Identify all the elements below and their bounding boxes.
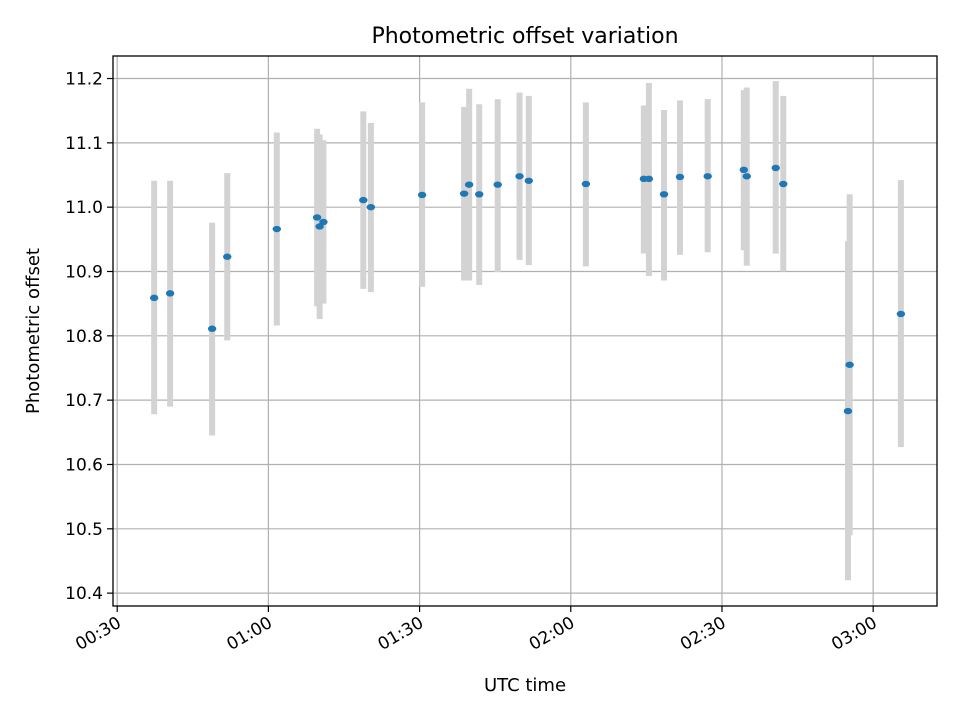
data-point	[644, 175, 654, 183]
y-tick-label: 10.7	[65, 391, 103, 411]
data-point	[223, 253, 232, 260]
chart-title: Photometric offset variation	[371, 24, 678, 49]
data-point	[581, 180, 591, 188]
data-points	[149, 164, 906, 415]
data-point	[659, 191, 669, 198]
grid	[113, 56, 937, 606]
plot-frame	[112, 55, 938, 607]
data-point	[703, 173, 712, 180]
data-point	[366, 203, 376, 211]
data-point	[464, 181, 474, 188]
data-point	[319, 218, 328, 226]
data-point	[475, 191, 484, 198]
y-tick-label: 10.9	[65, 262, 103, 282]
data-point	[272, 225, 281, 233]
data-point	[515, 173, 524, 180]
data-point	[524, 177, 533, 184]
data-point	[417, 191, 427, 199]
data-point	[359, 196, 368, 204]
data-point	[843, 407, 853, 415]
data-point	[149, 294, 159, 302]
x-axis-label: UTC time	[484, 675, 566, 696]
y-tick-label: 10.8	[65, 327, 103, 347]
y-tick-label: 11.1	[65, 134, 103, 154]
data-point	[742, 173, 751, 180]
data-point	[779, 180, 788, 188]
data-point	[312, 214, 322, 221]
data-point	[207, 325, 217, 332]
y-axis-label: Photometric offset	[23, 248, 44, 414]
data-point	[896, 310, 906, 318]
data-point	[771, 164, 780, 172]
y-tick-label: 11.2	[65, 70, 103, 90]
data-point	[675, 173, 685, 181]
data-point	[493, 181, 502, 188]
y-tick-label: 11.0	[65, 198, 103, 218]
data-point	[165, 290, 175, 297]
data-point	[845, 361, 854, 368]
data-point	[739, 166, 749, 174]
data-point	[459, 190, 469, 197]
y-tick-label: 10.6	[65, 455, 103, 475]
y-tick-label: 10.4	[65, 584, 103, 604]
y-tick-label: 10.5	[65, 520, 103, 540]
y-axis-ticks: 10.4 10.5 10.6 10.7 10.8 10.9 11.0 11.1 11.2	[65, 70, 113, 604]
